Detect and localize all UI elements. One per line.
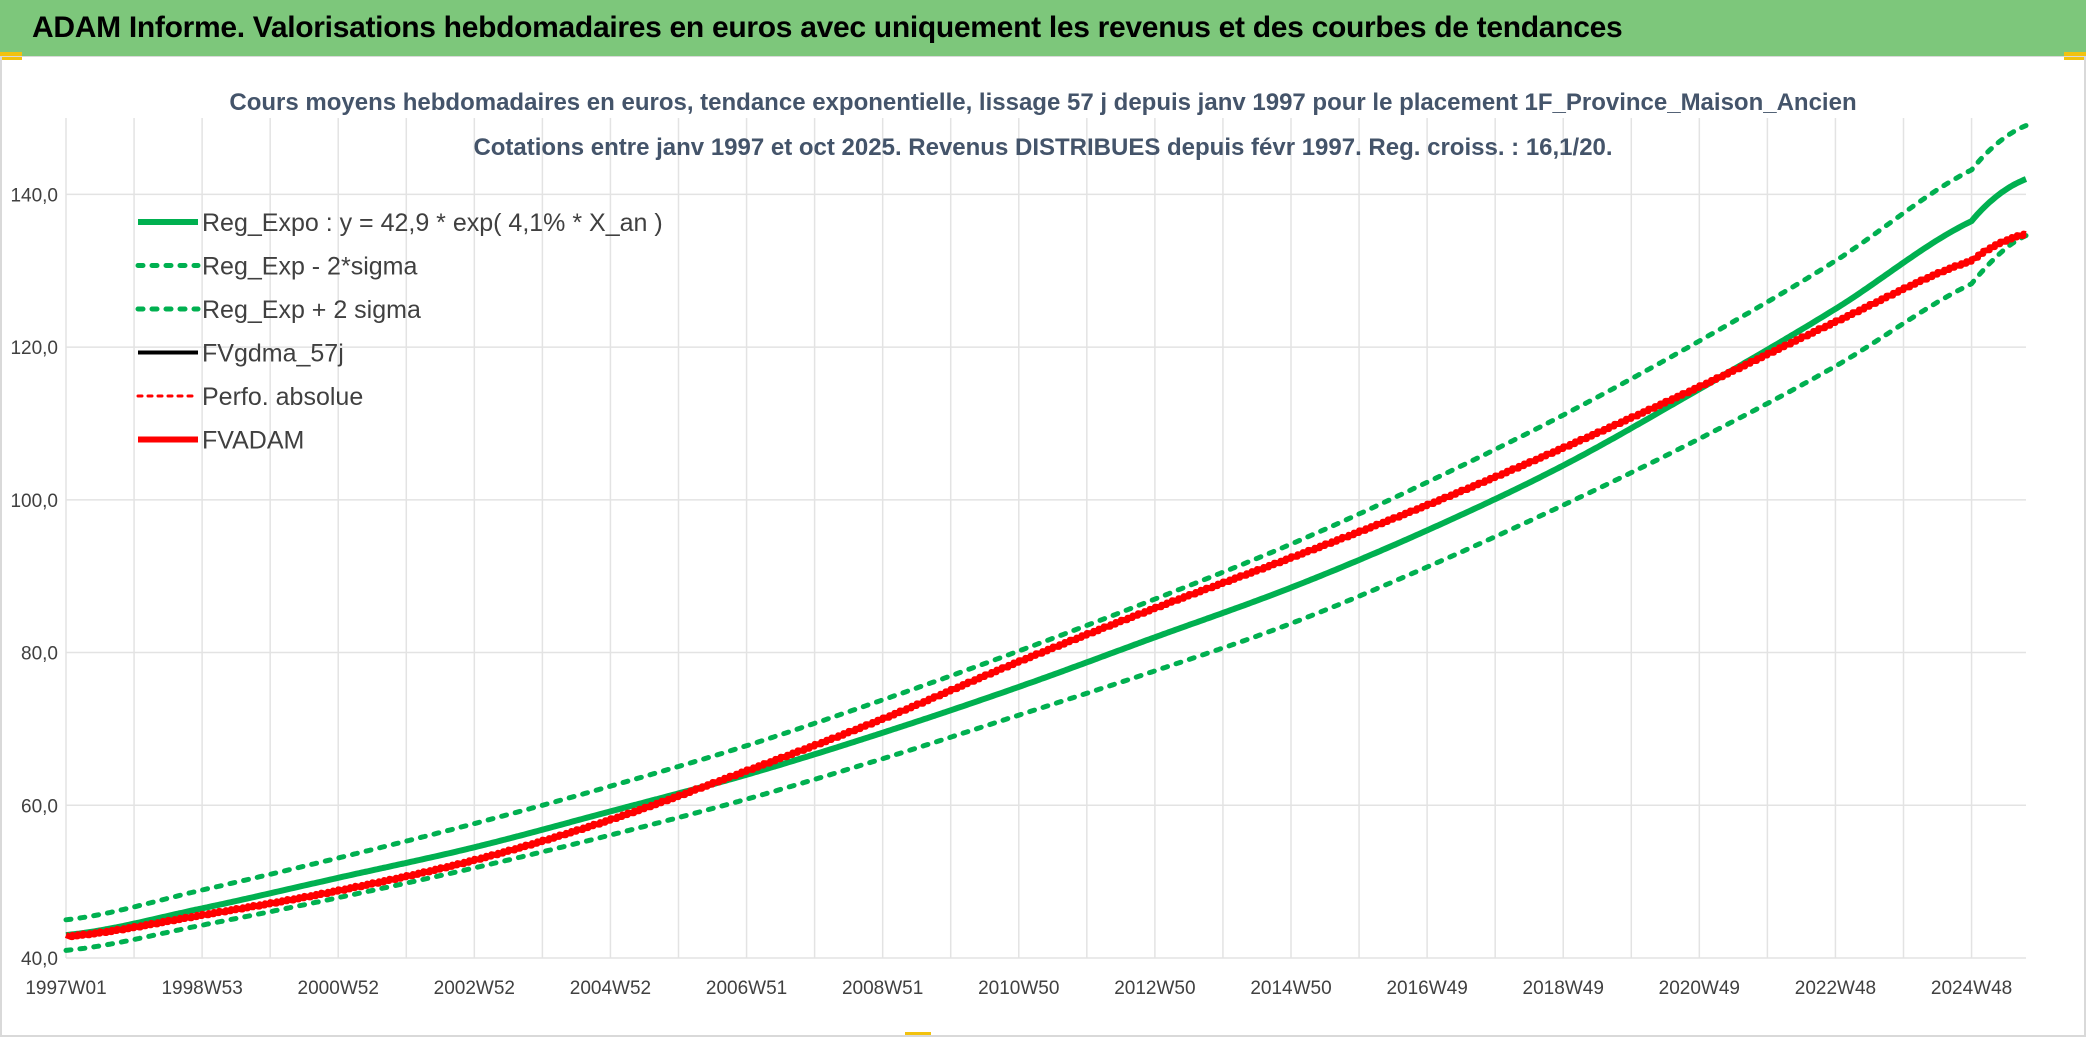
x-tick-label: 2022W48 — [1795, 978, 1876, 999]
legend-label-1: Reg_Exp - 2*sigma — [202, 253, 417, 281]
chart-frame — [0, 56, 2086, 1037]
x-tick-label: 2004W52 — [570, 978, 651, 999]
x-tick-label: 2008W51 — [842, 978, 923, 999]
corner-accent-bottom — [905, 1032, 931, 1037]
x-tick-label: 2018W49 — [1523, 978, 1604, 999]
x-tick-label: 2024W48 — [1931, 978, 2012, 999]
x-tick-label: 2020W49 — [1659, 978, 1740, 999]
legend: Reg_Expo : y = 42,9 * exp( 4,1% * X_an )… — [135, 209, 663, 455]
x-tick-label: 1997W01 — [25, 978, 106, 999]
legend-label-3: FVgdma_57j — [202, 340, 344, 368]
series-line-0 — [65, 176, 2028, 939]
x-tick-label: 2012W50 — [1114, 978, 1195, 999]
x-tick-label: 1998W53 — [161, 978, 242, 999]
report-title: ADAM Informe. Valorisations hebdomadaire… — [32, 11, 1623, 44]
legend-label-5: FVADAM — [202, 427, 304, 455]
x-tick-label: 2000W52 — [298, 978, 379, 999]
y-tick-label: 140,0 — [10, 185, 58, 206]
y-tick-label: 100,0 — [10, 491, 58, 512]
legend-label-0: Reg_Expo : y = 42,9 * exp( 4,1% * X_an ) — [202, 209, 663, 237]
series-layer — [63, 123, 2029, 953]
x-tick-label: 2002W52 — [434, 978, 515, 999]
chart-title-line-2: Cotations entre janv 1997 et oct 2025. R… — [473, 134, 1612, 161]
y-tick-label: 80,0 — [21, 644, 58, 665]
y-tick-label: 60,0 — [21, 796, 58, 817]
series-line-1 — [63, 233, 2029, 953]
grid-layer — [65, 118, 2026, 959]
y-tick-label: 40,0 — [21, 949, 58, 970]
legend-label-4: Perfo. absolue — [202, 383, 363, 411]
chart-title: Cours moyens hebdomadaires en euros, ten… — [229, 89, 1856, 161]
y-tick-label: 120,0 — [10, 338, 58, 359]
legend-label-2: Reg_Exp + 2 sigma — [202, 296, 421, 324]
chart-title-line-1: Cours moyens hebdomadaires en euros, ten… — [229, 89, 1856, 116]
x-tick-label: 2014W50 — [1250, 978, 1331, 999]
report-header: ADAM Informe. Valorisations hebdomadaire… — [0, 0, 2086, 56]
axis-labels: 40,0 60,0 80,0 100,0 120,0 140,0 1997W01 1998W5… — [10, 185, 2012, 999]
x-tick-label: 2010W50 — [978, 978, 1059, 999]
series-line-5 — [64, 230, 2028, 941]
x-tick-label: 2006W51 — [706, 978, 787, 999]
x-tick-label: 2016W49 — [1386, 978, 1467, 999]
series-line-2 — [63, 123, 2029, 923]
